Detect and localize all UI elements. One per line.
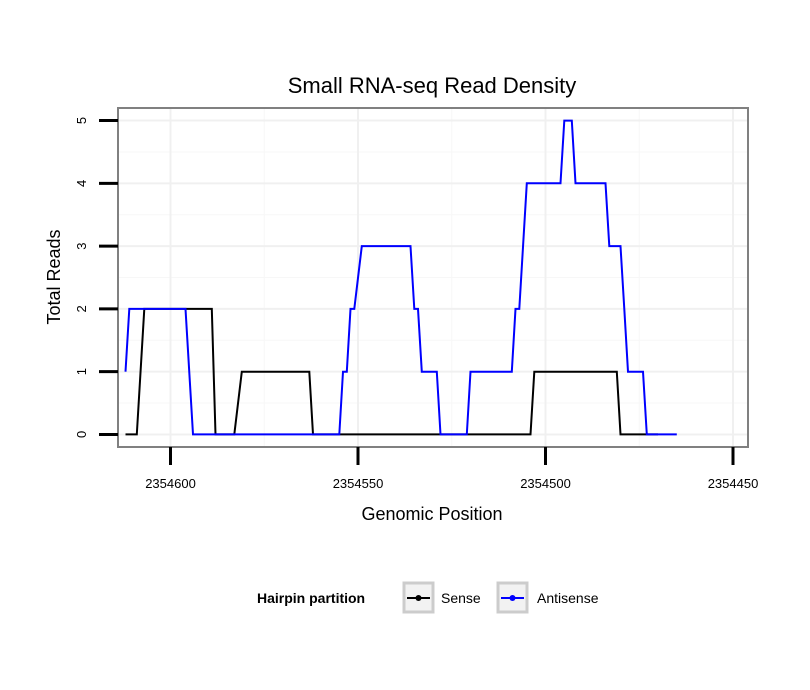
legend: Hairpin partition Sense Antisense xyxy=(257,581,599,614)
y-tick-label: 3 xyxy=(74,242,89,249)
x-tick-label: 2354550 xyxy=(333,476,384,491)
legend-title: Hairpin partition xyxy=(257,590,365,606)
series-line-antisense xyxy=(124,119,677,436)
plot-border xyxy=(117,107,749,448)
legend-label-sense: Sense xyxy=(441,590,481,606)
x-axis: 2354600 2354550 2354500 2354450 xyxy=(145,447,758,491)
x-axis-title: Genomic Position xyxy=(361,504,502,524)
y-tick-label: 1 xyxy=(74,368,89,375)
y-axis: 0 1 2 3 4 5 xyxy=(74,117,118,438)
legend-item-antisense: Antisense xyxy=(496,581,599,614)
chart-title: Small RNA-seq Read Density xyxy=(288,73,577,98)
legend-point-sense xyxy=(415,595,422,601)
x-tick-label: 2354450 xyxy=(708,476,759,491)
legend-label-antisense: Antisense xyxy=(537,590,599,606)
y-tick-label: 4 xyxy=(74,180,89,187)
plot-panel xyxy=(117,107,749,448)
y-axis-title: Total Reads xyxy=(44,229,64,324)
y-tick-label: 2 xyxy=(74,305,89,312)
x-tick-label: 2354600 xyxy=(145,476,196,491)
y-tick-label: 5 xyxy=(74,117,89,124)
series-layer xyxy=(124,119,677,436)
y-tick-label: 0 xyxy=(74,431,89,438)
legend-item-sense: Sense xyxy=(402,581,481,614)
x-tick-label: 2354500 xyxy=(520,476,571,491)
legend-point-antisense xyxy=(509,595,516,601)
